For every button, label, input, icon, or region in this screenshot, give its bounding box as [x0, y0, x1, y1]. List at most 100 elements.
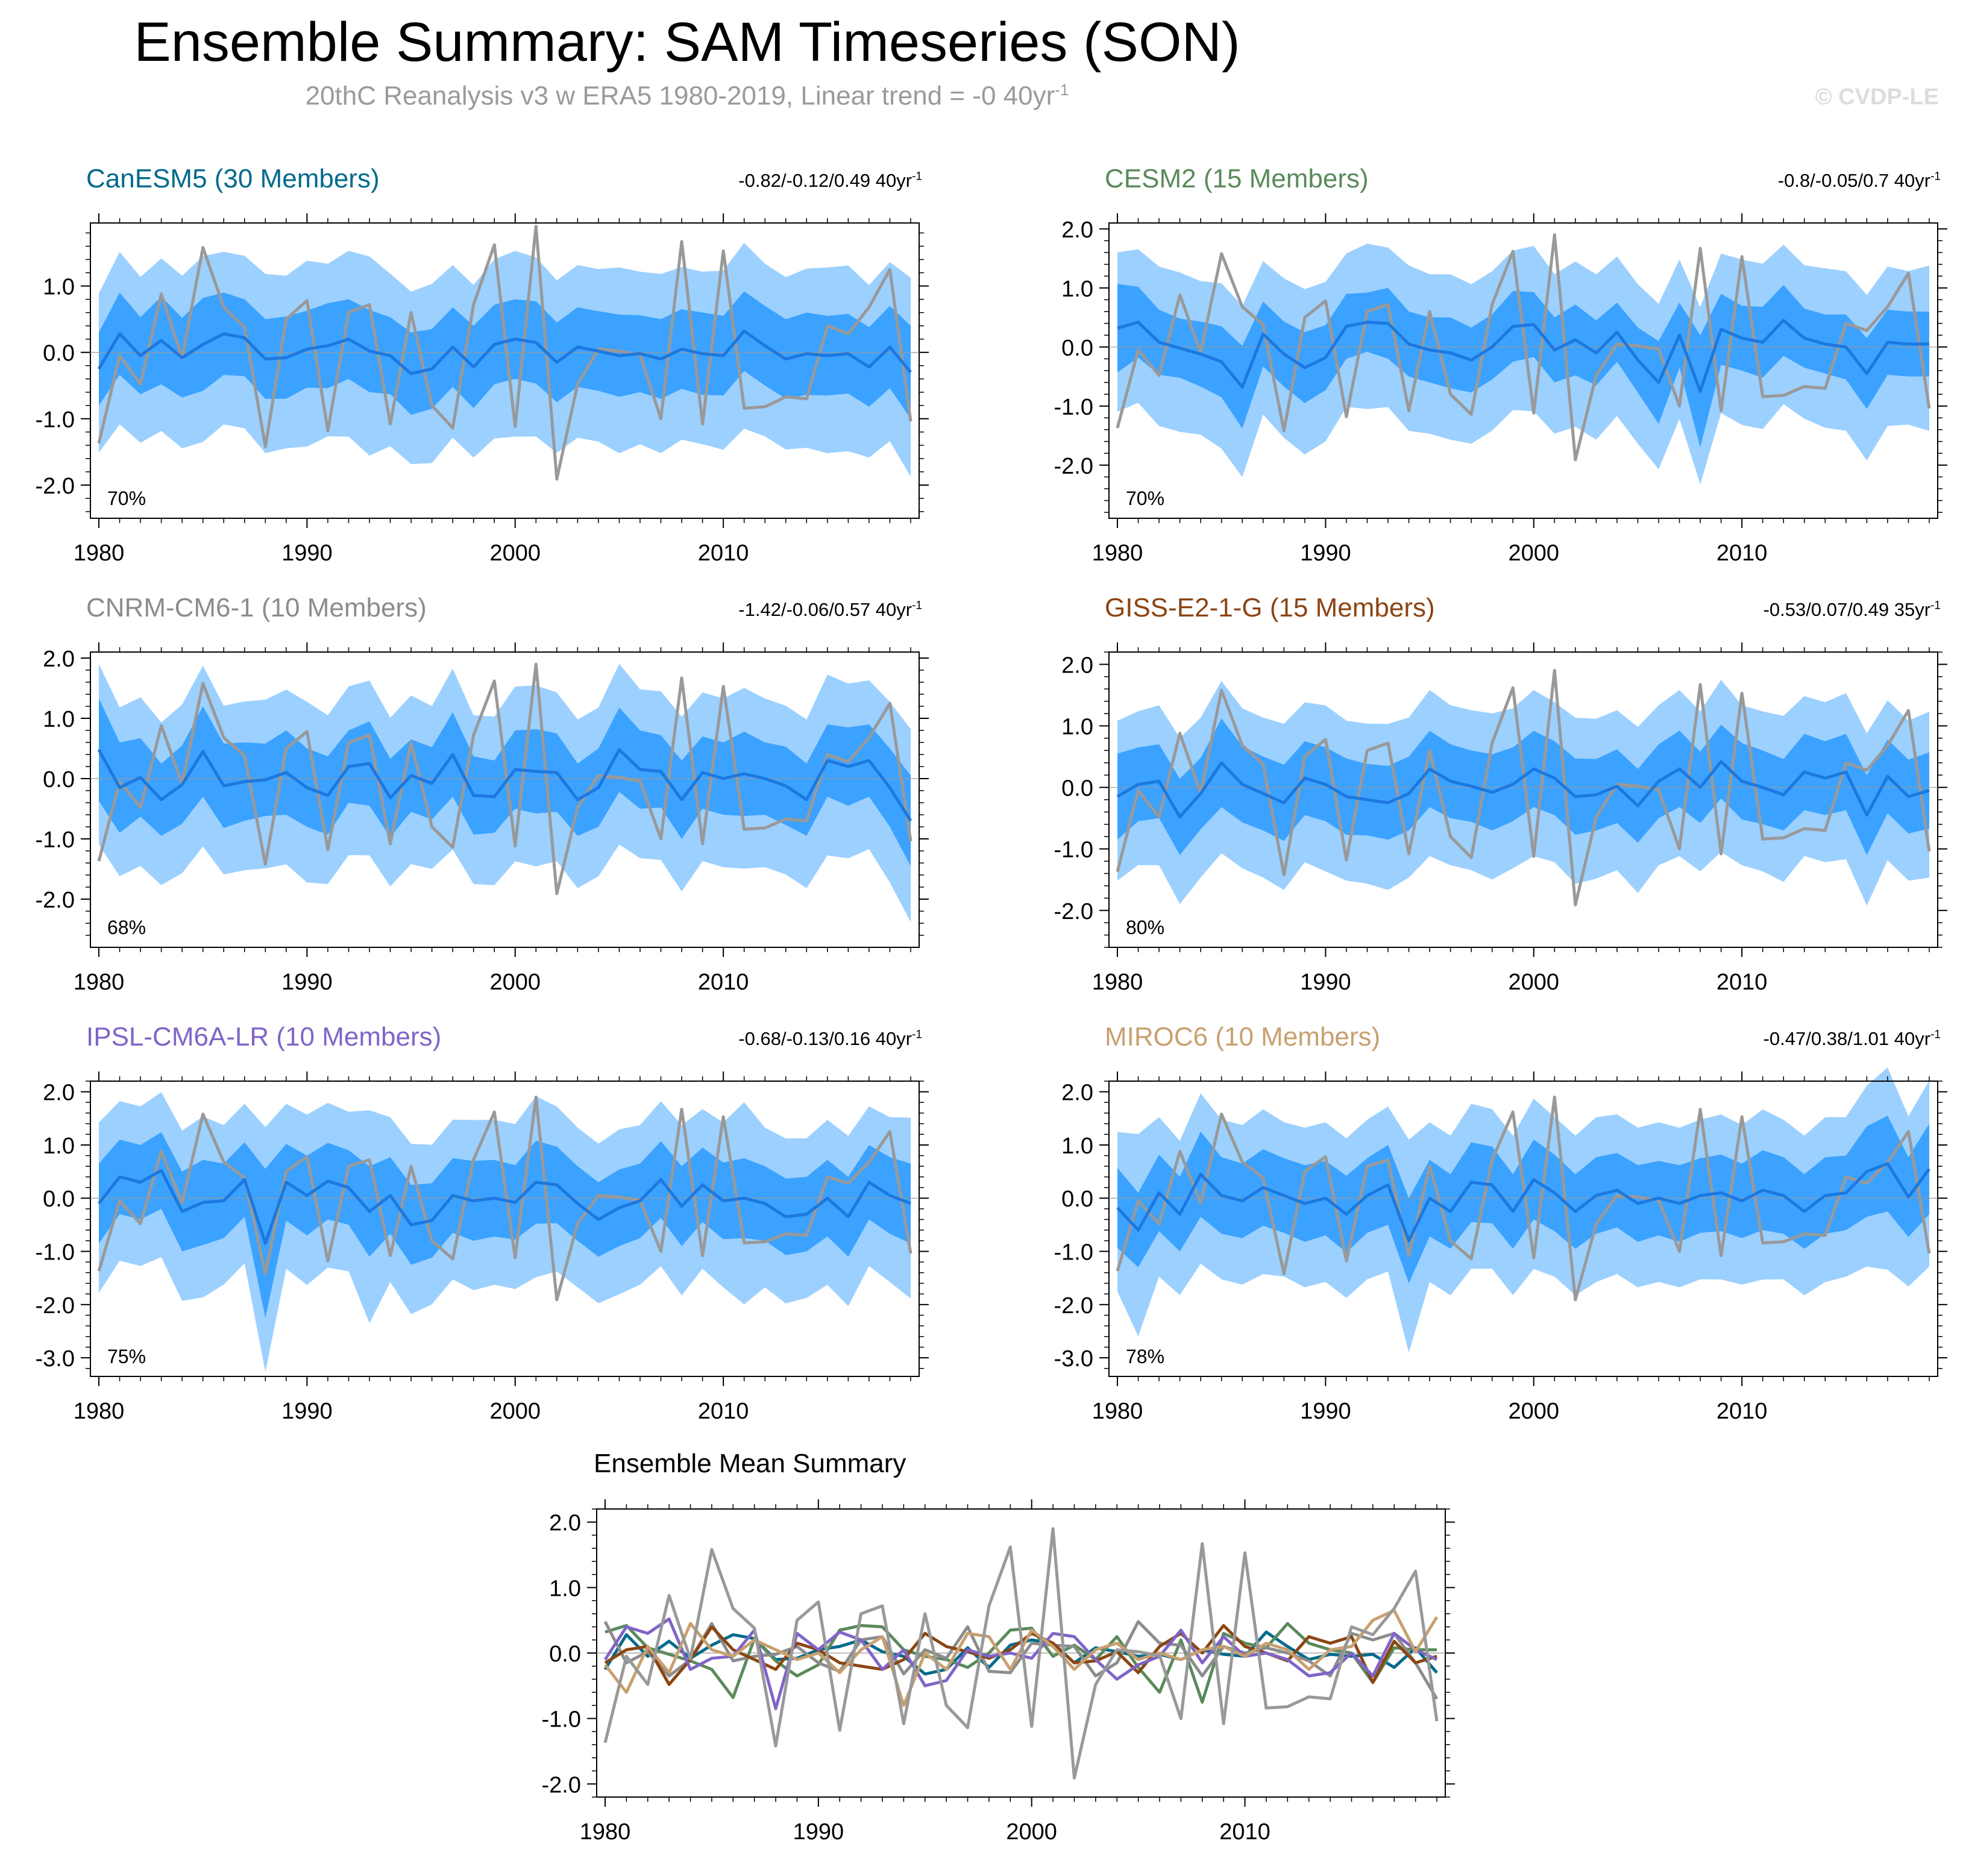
trend-label: -0.8/-0.05/0.7 40yr-1	[1778, 170, 1941, 192]
ensemble-mean-line	[97, 329, 912, 375]
x-tick-label: 1990	[1300, 970, 1351, 995]
x-tick-label: 1980	[580, 1819, 631, 1845]
plot-frame	[90, 651, 920, 948]
summary-line-miroc6	[604, 1608, 1439, 1707]
chart-panel-1: 2.0 1.0 0.0 -1.0 -2.0 1980 1990 2000 2010 70%	[1054, 213, 1947, 566]
observed-line	[97, 1095, 912, 1302]
y-tick-label: 0.0	[1061, 336, 1093, 361]
y-tick-label: -3.0	[36, 1346, 75, 1372]
percent-label: 78%	[1126, 1346, 1164, 1367]
y-tick-label: -1.0	[1054, 395, 1093, 420]
percent-label: 70%	[1126, 488, 1164, 509]
y-tick-label: -1.0	[36, 1240, 75, 1266]
panel-title: MIROC6 (10 Members)	[1105, 1022, 1381, 1052]
y-tick-label: 2.0	[43, 1081, 75, 1106]
y-tick-label: -1.0	[1054, 1240, 1093, 1266]
plot-frame	[1108, 1081, 1938, 1377]
x-tick-label: 2000	[1006, 1819, 1057, 1845]
x-tick-label: 1990	[1300, 1399, 1351, 1424]
trend-label: -0.47/0.38/1.01 40yr-1	[1764, 1028, 1941, 1050]
summary-title: Ensemble Mean Summary	[594, 1449, 906, 1478]
y-tick-label: -1.0	[36, 407, 75, 433]
chart-panel-2: 2.0 1.0 0.0 -1.0 -2.0 1980 1990 2000 2010 68%	[36, 642, 929, 995]
x-tick-label: 1990	[281, 541, 333, 566]
percent-label: 75%	[107, 1346, 146, 1367]
summary-line-observed	[603, 1527, 1439, 1780]
y-tick-label: 0.0	[549, 1642, 581, 1667]
y-tick-label: 1.0	[549, 1576, 581, 1601]
panel-title: CNRM-CM6-1 (10 Members)	[86, 593, 427, 623]
panel-title: CESM2 (15 Members)	[1105, 164, 1369, 193]
x-tick-label: 2010	[1716, 541, 1768, 566]
trend-text: -0.47/0.38/1.01 40yr	[1763, 1028, 1931, 1049]
chart-panel-5: 2.0 1.0 0.0 -1.0 -2.0 -3.0 1980 1990 2000 2010 78%	[1054, 1067, 1947, 1424]
y-tick-label: -2.0	[36, 474, 75, 499]
x-tick-label: 2000	[489, 970, 541, 995]
x-tick-label: 2000	[489, 1399, 541, 1424]
percent-label: 68%	[107, 917, 146, 938]
y-tick-label: 0.0	[43, 767, 75, 792]
subtitle-superscript: -1	[1055, 81, 1069, 99]
observed-line	[1116, 233, 1931, 462]
y-tick-label: 0.0	[43, 1187, 75, 1212]
figure-subtitle: 20thC Reanalysis v3 w ERA5 1980-2019, Li…	[0, 81, 1374, 111]
watermark: © CVDP-LE	[1815, 84, 1939, 110]
y-tick-label: 1.0	[43, 707, 75, 732]
summary-line-ipsl-cm6a-lr	[603, 1617, 1438, 1710]
y-tick-label: 1.0	[1061, 277, 1093, 302]
observed-line	[1116, 1095, 1931, 1302]
x-tick-label: 1990	[281, 1399, 333, 1424]
x-tick-label: 1980	[1092, 541, 1143, 566]
x-tick-label: 1990	[793, 1819, 844, 1845]
trend-superscript: -1	[1930, 170, 1941, 183]
trend-superscript: -1	[912, 170, 922, 183]
x-tick-label: 2000	[489, 541, 541, 566]
trend-text: -1.42/-0.06/0.57 40yr	[738, 599, 912, 620]
plot-frame	[90, 222, 920, 519]
trend-text: -0.53/0.07/0.49 35yr	[1763, 599, 1931, 620]
x-tick-label: 1980	[74, 970, 125, 995]
y-tick-label: -1.0	[542, 1707, 581, 1733]
trend-label: -0.53/0.07/0.49 35yr-1	[1764, 599, 1941, 621]
percent-label: 70%	[107, 488, 146, 509]
y-tick-label: -1.0	[1054, 838, 1093, 863]
ensemble-mean-line	[1116, 1162, 1931, 1243]
y-tick-label: -2.0	[1054, 899, 1093, 924]
x-tick-label: 2010	[698, 970, 749, 995]
percent-label: 80%	[1126, 917, 1164, 938]
ensemble-mean-line	[1117, 319, 1929, 393]
ensemble-spread-inner	[1117, 283, 1929, 448]
observed-line	[1116, 669, 1931, 907]
ensemble-mean-line	[1116, 760, 1930, 819]
y-tick-label: -2.0	[542, 1772, 581, 1798]
y-tick-label: 0.0	[1061, 1187, 1093, 1212]
x-tick-label: 2000	[1508, 1399, 1559, 1424]
y-tick-label: 2.0	[43, 647, 75, 672]
y-tick-label: -2.0	[36, 888, 75, 913]
y-tick-label: 2.0	[549, 1511, 581, 1536]
trend-text: -0.82/-0.12/0.49 40yr	[738, 170, 912, 191]
y-tick-label: 1.0	[43, 275, 75, 300]
subtitle-text: 20thC Reanalysis v3 w ERA5 1980-2019, Li…	[305, 81, 1055, 111]
trend-text: -0.8/-0.05/0.7 40yr	[1777, 170, 1931, 191]
trend-superscript: -1	[912, 599, 922, 612]
ensemble-spread-inner	[1117, 1115, 1929, 1284]
y-tick-label: 1.0	[1061, 715, 1093, 740]
x-tick-label: 2000	[1508, 970, 1559, 995]
x-tick-label: 2000	[1508, 541, 1559, 566]
panel-title: IPSL-CM6A-LR (10 Members)	[86, 1022, 442, 1052]
x-tick-label: 1980	[74, 541, 125, 566]
panel-title: CanESM5 (30 Members)	[86, 164, 380, 193]
trend-label: -0.68/-0.13/0.16 40yr-1	[738, 1028, 922, 1050]
y-tick-label: 2.0	[1061, 1081, 1093, 1106]
ensemble-mean-line	[97, 748, 912, 822]
trend-superscript: -1	[1930, 599, 1941, 612]
x-tick-label: 1980	[1092, 970, 1143, 995]
summary-line-cnrm-cm6-1	[603, 1620, 1439, 1700]
y-tick-label: 0.0	[43, 341, 75, 366]
y-tick-label: 1.0	[43, 1134, 75, 1159]
panel-title: GISS-E2-1-G (15 Members)	[1105, 593, 1435, 623]
x-tick-label: 1980	[74, 1399, 125, 1424]
x-tick-label: 2010	[1716, 1399, 1768, 1424]
y-tick-label: -1.0	[36, 827, 75, 853]
